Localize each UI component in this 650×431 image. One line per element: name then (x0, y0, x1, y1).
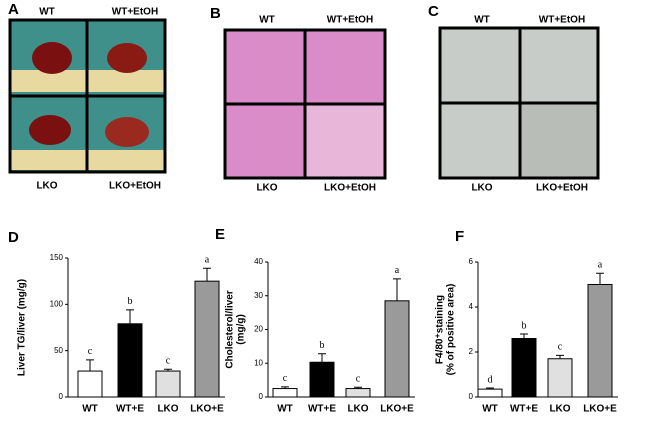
panel-letter: D (8, 229, 19, 246)
significance-letter: d (488, 374, 493, 385)
significance-letter: b (128, 296, 133, 307)
significance-letter: b (522, 320, 527, 331)
y-axis-label: Liver TG/liver (mg/g) (17, 279, 28, 376)
x-tick-label: LKO+E (380, 404, 414, 415)
bar (477, 388, 503, 398)
error-bar (486, 387, 494, 390)
significance-letter: c (88, 346, 93, 357)
error-bar (203, 267, 211, 282)
error-bar (86, 359, 94, 372)
panel-label: LKO+EtOH (109, 181, 161, 192)
bar (587, 284, 613, 398)
panel-label: LKO+EtOH (324, 183, 376, 194)
error-bar (354, 386, 362, 389)
significance-letter: c (166, 355, 171, 366)
significance-letter: c (356, 374, 361, 385)
y-tick-label: 0 (59, 392, 64, 401)
panel-label: LKO (36, 181, 57, 192)
bar (117, 323, 143, 398)
panel-b-images (223, 28, 387, 180)
x-tick-label: WT (82, 404, 98, 415)
error-bar (164, 368, 172, 372)
error-bar (393, 278, 401, 301)
significance-letter: a (205, 254, 210, 265)
y-tick-label: 6 (469, 257, 474, 266)
x-tick-label: WT (482, 404, 498, 415)
error-bar (520, 333, 528, 339)
bar (77, 370, 103, 398)
significance-letter: c (283, 373, 288, 384)
error-bar (556, 354, 564, 359)
y-tick-label: 0 (469, 392, 474, 401)
bar (511, 338, 537, 398)
bar (309, 361, 335, 398)
panel-a-images (8, 18, 167, 174)
significance-letter: a (598, 260, 603, 271)
y-tick-label: 30 (254, 291, 263, 300)
y-tick-label: 4 (469, 302, 474, 311)
panel-letter: E (215, 226, 225, 243)
bar (384, 300, 410, 398)
y-tick-label: 20 (254, 325, 263, 334)
significance-letter: a (395, 265, 400, 276)
panel-label: WT+EtOH (112, 7, 158, 18)
panel-label: WT (474, 15, 490, 26)
panel-label: WT+EtOH (539, 15, 585, 26)
y-axis-label: (mg/g) (236, 314, 247, 345)
x-tick-label: WT+E (116, 404, 144, 415)
error-bar (126, 309, 134, 324)
panel-letter: A (8, 1, 19, 18)
panel-label: LKO (256, 183, 277, 194)
y-tick-label: 2 (469, 347, 474, 356)
bar (272, 388, 298, 398)
panel-letter: B (210, 5, 221, 22)
bar (155, 370, 181, 398)
bar (345, 388, 371, 398)
panel-label: WT (259, 15, 275, 26)
x-tick-label: LKO (347, 404, 368, 415)
x-tick-label: WT+E (308, 404, 336, 415)
error-bar (281, 386, 289, 389)
x-tick-label: LKO+E (583, 404, 617, 415)
x-tick-label: LKO (549, 404, 570, 415)
panel-letter: C (428, 3, 439, 20)
panel-label: WT+EtOH (327, 15, 373, 26)
bar (547, 358, 573, 398)
error-bar (318, 353, 326, 363)
y-axis-label: (% of positive area) (446, 284, 457, 376)
y-tick-label: 40 (254, 257, 263, 266)
significance-letter: b (320, 340, 325, 351)
panel-c-images (438, 26, 600, 180)
x-tick-label: LKO+E (190, 404, 224, 415)
x-tick-label: WT (277, 404, 293, 415)
panel-letter: F (455, 228, 464, 245)
bar (194, 280, 220, 398)
x-tick-label: WT+E (510, 404, 538, 415)
y-tick-label: 100 (50, 299, 64, 308)
y-tick-label: 0 (259, 392, 264, 401)
significance-letter: c (558, 342, 563, 353)
error-bar (596, 272, 604, 285)
y-tick-label: 50 (54, 346, 63, 355)
y-tick-label: 150 (50, 253, 64, 262)
panel-label: LKO (471, 183, 492, 194)
panel-label: WT (39, 7, 55, 18)
x-tick-label: LKO (157, 404, 178, 415)
panel-label: LKO+EtOH (536, 183, 588, 194)
y-axis-label: F4/80⁺staining (435, 295, 446, 364)
y-tick-label: 10 (254, 358, 263, 367)
y-axis-label: Cholesterol/liver (225, 290, 236, 368)
